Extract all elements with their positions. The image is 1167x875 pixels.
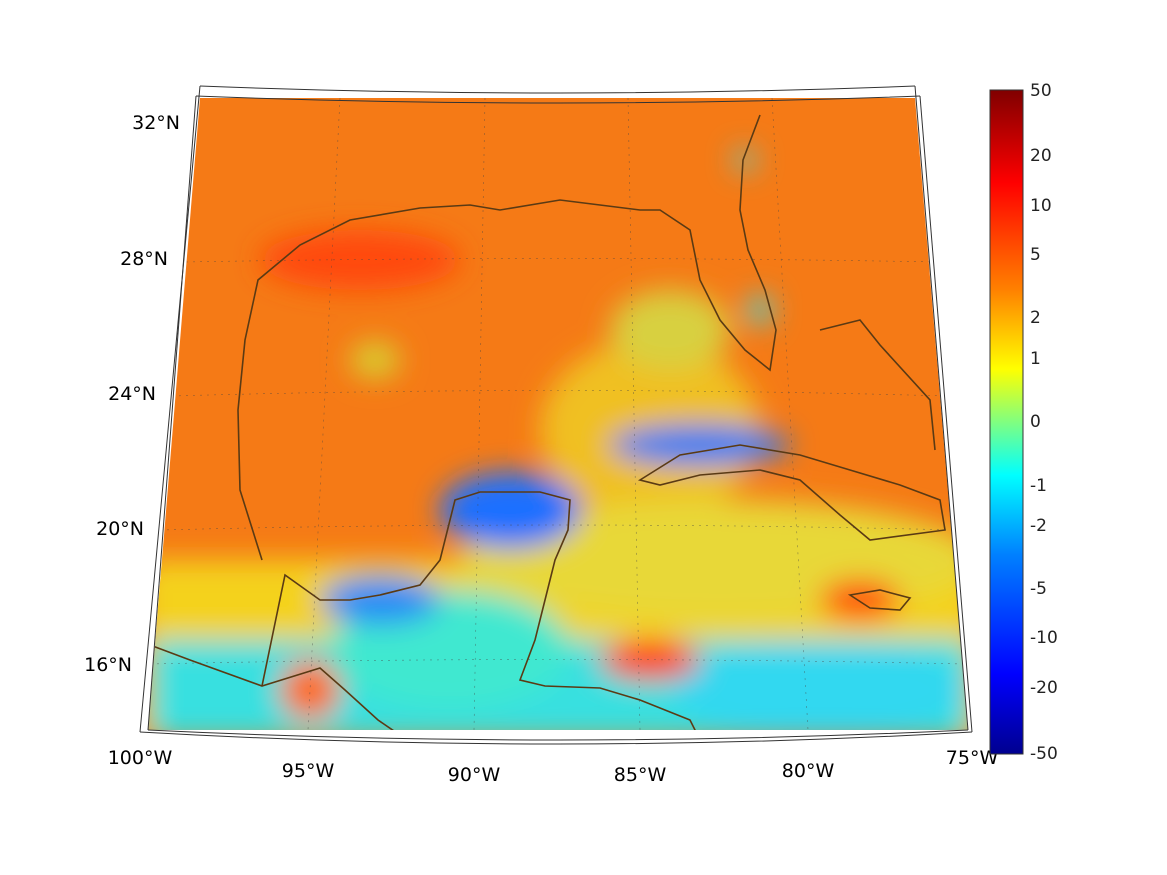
- colorbar-tick-2: 2: [1030, 308, 1041, 328]
- colorbar-tick-10: 10: [1030, 196, 1052, 216]
- lat-label-28n: 28°N: [120, 248, 168, 270]
- colorbar-tick-neg1: -1: [1030, 476, 1047, 496]
- colorbar-tick-1: 1: [1030, 349, 1041, 369]
- colorbar-tick-neg5: -5: [1030, 579, 1047, 599]
- field-anomalies: [148, 150, 968, 730]
- graticule: [149, 98, 965, 730]
- lat-label-16n: 16°N: [84, 654, 132, 676]
- lon-label-80w: 80°W: [782, 760, 835, 782]
- map-frame: [139, 85, 973, 745]
- map-panel: [148, 98, 968, 730]
- colorbar-tick-50: 50: [1030, 81, 1052, 101]
- colorbar-tick-neg2: -2: [1030, 516, 1047, 536]
- lon-label-100w: 100°W: [108, 747, 173, 769]
- lon-label-90w: 90°W: [448, 764, 501, 786]
- lat-labels: 16°N 20°N 24°N 28°N 32°N: [84, 112, 180, 676]
- colorbar: 50 20 10 5 2 1 0 -1 -2 -5 -10 -20 -50: [989, 81, 1058, 764]
- lon-label-75w: 75°W: [946, 747, 999, 769]
- colorbar-tick-5: 5: [1030, 245, 1041, 265]
- colorbar-tick-neg20: -20: [1030, 678, 1058, 698]
- lon-label-85w: 85°W: [614, 764, 667, 786]
- colorbar-tick-neg10: -10: [1030, 628, 1058, 648]
- colorbar-gradient: [989, 89, 1024, 755]
- lat-label-32n: 32°N: [132, 112, 180, 134]
- lon-labels: 100°W 95°W 90°W 85°W 80°W 75°W: [108, 747, 999, 786]
- lon-label-95w: 95°W: [282, 760, 335, 782]
- colorbar-tick-20: 20: [1030, 146, 1052, 166]
- lat-label-20n: 20°N: [96, 518, 144, 540]
- lat-label-24n: 24°N: [108, 383, 156, 405]
- colorbar-tick-neg50: -50: [1030, 744, 1058, 764]
- colorbar-tick-0: 0: [1030, 412, 1041, 432]
